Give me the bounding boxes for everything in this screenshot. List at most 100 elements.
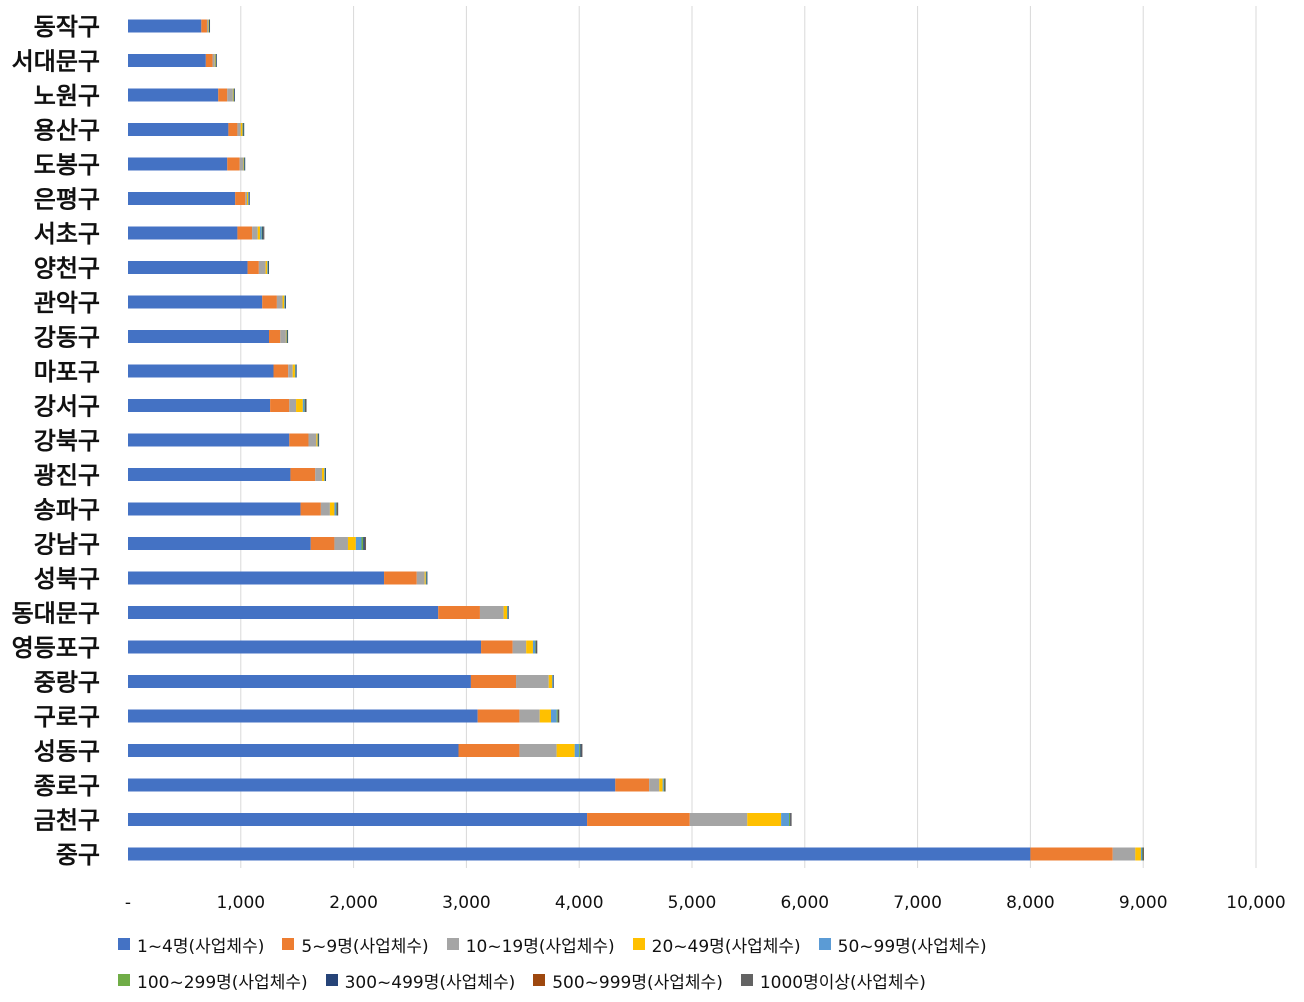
bar-segment	[287, 330, 289, 343]
category-labels: 동작구서대문구노원구용산구도봉구은평구서초구양천구관악구강동구마포구강서구강북구…	[12, 13, 100, 869]
bar-segment	[302, 399, 305, 412]
bar-segment	[1030, 847, 1113, 861]
category-label: 강남구	[34, 531, 100, 559]
bar-segment	[512, 640, 527, 654]
bar-segment	[790, 813, 792, 826]
legend-item: 100~299명(사업체수)	[118, 968, 308, 993]
legend-item: 500~999명(사업체수)	[533, 968, 723, 993]
bar-segment	[227, 157, 240, 171]
bar-segment	[317, 433, 319, 447]
bar-segment	[258, 261, 266, 274]
bar-segment	[243, 123, 245, 136]
bar-segment	[481, 640, 513, 654]
gridlines	[240, 6, 1257, 868]
bar-segment	[587, 813, 690, 826]
bar-segment	[781, 813, 790, 826]
bar-segment	[556, 744, 575, 757]
bar-segment	[212, 54, 215, 67]
legend-label: 5~9명(사업체수)	[301, 936, 429, 957]
bar-segment	[535, 640, 537, 654]
bar-segment	[128, 537, 311, 550]
bar-segment	[507, 606, 509, 619]
bar-segment	[507, 606, 508, 619]
bar-segment	[288, 364, 293, 378]
bar-segment	[310, 537, 335, 550]
bar-segment	[128, 640, 482, 654]
bar-segment	[248, 192, 249, 205]
bar-segment	[296, 399, 303, 412]
bars	[128, 19, 1144, 861]
category-label: 구로구	[34, 703, 100, 731]
x-tick-label: 5,000	[668, 893, 717, 913]
bar-segment	[318, 433, 320, 447]
bar-segment	[558, 709, 560, 723]
bar-segment	[532, 640, 536, 654]
legend-item: 1~4명(사업체수)	[118, 932, 264, 957]
bar-segment	[384, 571, 417, 585]
bar-segment	[347, 537, 356, 550]
bar-segment	[237, 226, 253, 240]
category-label: 광진구	[34, 462, 100, 490]
bar-segment	[284, 295, 286, 309]
bar-segment	[245, 192, 248, 205]
bar-segment	[322, 468, 325, 481]
bar-segment	[548, 675, 553, 688]
legend-item: 1000명이상(사업체수)	[740, 968, 926, 993]
bar-segment	[747, 813, 782, 826]
bar-segment	[320, 502, 330, 516]
bar-segment	[239, 157, 244, 171]
bar-segment	[276, 295, 283, 309]
bar-segment	[300, 502, 321, 516]
bar-segment	[789, 813, 791, 826]
bar-segment	[234, 88, 235, 102]
legend-label: 1~4명(사업체수)	[137, 936, 265, 957]
category-label: 양천구	[34, 255, 100, 283]
bar-segment	[426, 571, 428, 585]
bar-segment	[273, 364, 289, 378]
category-label: 성동구	[34, 738, 100, 766]
bar-segment	[242, 123, 244, 136]
category-label: 중랑구	[34, 669, 100, 697]
legend-label: 100~299명(사업체수)	[137, 972, 308, 993]
bar-segment	[209, 19, 211, 33]
category-label: 서대문구	[12, 48, 100, 76]
bar-segment	[128, 88, 219, 102]
x-tick-label: 10,000	[1226, 893, 1285, 913]
category-label: 도봉구	[34, 151, 100, 179]
bar-segment	[539, 709, 551, 723]
x-tick-label: 8,000	[1006, 893, 1055, 913]
bar-segment	[334, 537, 348, 550]
bar-segment	[201, 19, 207, 33]
bar-segment	[128, 502, 301, 516]
bar-segment	[206, 19, 209, 33]
bar-segment	[285, 330, 287, 343]
bar-segment	[294, 364, 296, 378]
bar-segment	[477, 709, 520, 723]
bar-segment	[316, 433, 318, 447]
bar-segment	[556, 709, 558, 723]
category-label: 송파구	[34, 496, 100, 524]
bar-segment	[1142, 847, 1143, 861]
bar-segment	[269, 330, 281, 343]
legend-swatch	[632, 938, 645, 950]
bar-segment	[263, 226, 265, 240]
bar-segment	[128, 847, 1031, 861]
legend-label: 300~499명(사업체수)	[344, 972, 516, 993]
bar-segment	[208, 19, 209, 33]
bar-segment	[262, 226, 264, 240]
category-label: 금천구	[34, 807, 100, 835]
legend-item: 5~9명(사업체수)	[282, 932, 429, 957]
bar-segment	[535, 640, 537, 654]
category-label: 영등포구	[12, 634, 100, 662]
bar-segment	[128, 295, 263, 309]
bar-segment	[516, 675, 549, 688]
bar-segment	[257, 226, 260, 240]
bar-segment	[247, 192, 249, 205]
bar-segment	[325, 468, 326, 481]
legend-swatch	[282, 938, 295, 950]
bar-segment	[240, 123, 243, 136]
bar-segment	[308, 433, 317, 447]
bar-segment	[128, 606, 439, 619]
legend-swatch	[533, 974, 546, 986]
bar-segment	[227, 88, 233, 102]
